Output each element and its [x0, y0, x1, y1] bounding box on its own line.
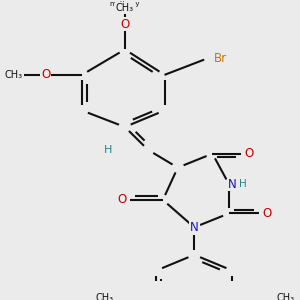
Text: O: O — [262, 207, 272, 220]
Text: N: N — [228, 178, 237, 190]
Text: O: O — [41, 68, 50, 81]
Text: CH₃: CH₃ — [95, 293, 113, 300]
Text: H: H — [239, 179, 247, 189]
Text: CH₃: CH₃ — [276, 293, 294, 300]
Text: Br: Br — [214, 52, 227, 65]
Text: O: O — [117, 194, 126, 206]
Text: O: O — [120, 17, 130, 31]
Text: CH₃: CH₃ — [116, 3, 134, 13]
Text: H: H — [104, 145, 112, 155]
Text: CH₃: CH₃ — [4, 70, 22, 80]
Text: N: N — [190, 221, 199, 234]
Text: methoxy: methoxy — [110, 1, 140, 7]
Text: O: O — [244, 147, 254, 160]
